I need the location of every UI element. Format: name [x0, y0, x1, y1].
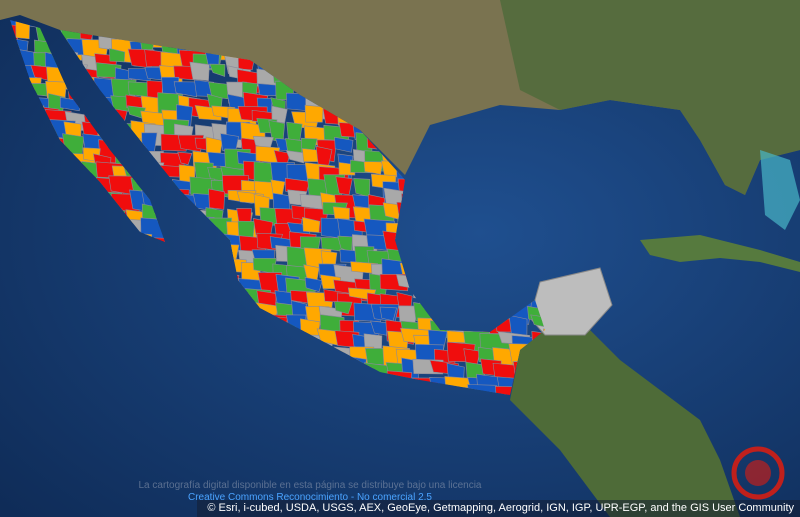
region	[363, 161, 384, 175]
license-text: La cartografía digital disponible en est…	[138, 480, 482, 491]
attribution: © Esri, i-cubed, USDA, USGS, AEX, GeoEye…	[197, 500, 800, 517]
region	[335, 176, 353, 196]
region	[257, 83, 278, 96]
logo-core	[745, 460, 771, 486]
bahamas-shallows	[760, 150, 800, 230]
region	[173, 81, 198, 98]
region	[285, 177, 310, 194]
region	[209, 63, 226, 77]
region	[109, 48, 126, 63]
region	[208, 188, 226, 210]
region	[285, 150, 308, 164]
region	[189, 61, 210, 81]
logo	[731, 446, 785, 500]
central-america	[510, 330, 740, 517]
region	[334, 301, 353, 315]
license-link[interactable]: Creative Commons Reconocimiento - No com…	[188, 492, 432, 503]
region	[177, 151, 193, 166]
cuba	[640, 235, 800, 272]
region	[334, 136, 354, 153]
region	[271, 105, 288, 124]
region	[304, 277, 323, 293]
land-southeast	[500, 0, 800, 195]
license-note: La cartografía digital disponible en est…	[120, 480, 500, 504]
region	[304, 104, 324, 123]
region	[272, 192, 291, 211]
region	[302, 216, 321, 233]
